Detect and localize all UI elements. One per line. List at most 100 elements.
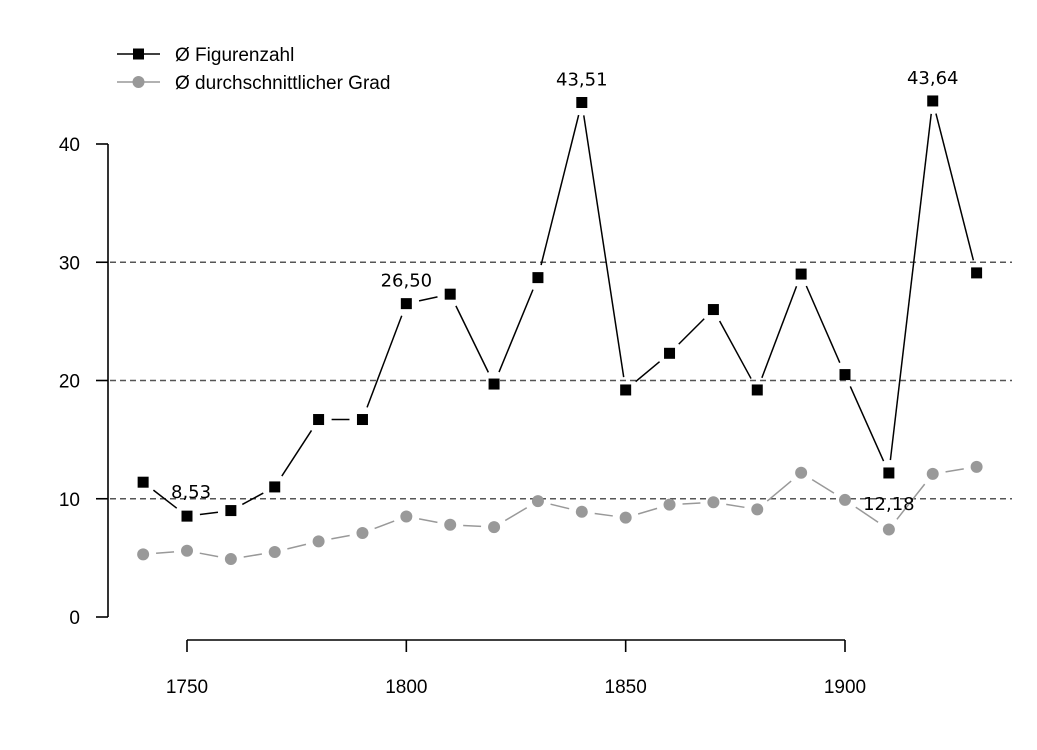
legend: Ø Figurenzahl Ø durchschnittlicher Grad [117, 45, 390, 94]
series-1-point [531, 495, 544, 508]
y-tick-label: 0 [69, 608, 80, 629]
series-1-point [224, 553, 237, 566]
x-tick-label: 1750 [166, 677, 208, 698]
series-1-point [312, 535, 325, 548]
series-0-point [356, 414, 368, 426]
series-1-segment [463, 524, 482, 528]
x-tick-label: 1800 [385, 677, 427, 698]
series-0-segment [718, 320, 752, 379]
data-labels: 8,53 26,50 43,51 12,18 43,64 [171, 68, 958, 515]
series-0-point [225, 505, 237, 517]
series-0-point [532, 272, 544, 284]
series-0-point [137, 476, 149, 488]
series-1-segment [811, 478, 835, 494]
series-0-segment [152, 489, 178, 509]
series-1-segment [374, 520, 395, 530]
legend-marker-1 [132, 76, 145, 88]
series-1-segment [243, 553, 263, 558]
series-0-segment [241, 492, 264, 506]
series-0-point [751, 384, 763, 396]
series-0-segment [418, 296, 438, 302]
series-1-point [839, 493, 851, 506]
series-0-point [181, 510, 193, 522]
series-layer [137, 95, 983, 566]
series-0-point [488, 378, 500, 390]
series-1-segment [418, 518, 438, 524]
series-1-point [751, 503, 764, 516]
series-0-point [620, 384, 632, 396]
gridlines [110, 261, 1012, 500]
series-1-point [663, 498, 676, 511]
series-0-segment [366, 315, 403, 408]
series-1-point [619, 511, 632, 524]
series-0-segment [849, 386, 885, 462]
series-1-segment [287, 543, 307, 550]
x-tick-label: 1850 [605, 677, 647, 698]
series-1-point [970, 460, 983, 473]
series-0-point [269, 481, 281, 493]
series-0-segment [455, 305, 490, 373]
data-label: 43,51 [556, 69, 608, 90]
series-0-point [707, 304, 719, 316]
data-label: 12,18 [863, 494, 915, 515]
series-1-segment [766, 480, 792, 502]
series-0-point [971, 267, 983, 279]
axes: 0 10 20 30 40 1750 1800 1850 1900 [59, 135, 866, 698]
series-1-point [268, 545, 281, 558]
series-1-point [707, 496, 720, 509]
series-0-point [400, 298, 412, 310]
y-tick-label: 30 [59, 253, 80, 274]
y-tick-label: 10 [59, 490, 80, 511]
series-1-segment [637, 507, 658, 515]
series-1-segment [504, 507, 528, 522]
series-0-segment [635, 361, 661, 383]
series-0-point [313, 414, 325, 426]
series-1-point [400, 510, 413, 523]
y-tick-label: 20 [59, 372, 80, 393]
series-1-segment [855, 506, 879, 523]
legend-label-1: Ø durchschnittlicher Grad [175, 73, 390, 94]
series-1-segment [726, 503, 745, 509]
series-1-point [488, 521, 501, 534]
series-0-segment [281, 430, 313, 477]
series-0-point [839, 369, 851, 381]
series-1-point [137, 548, 150, 561]
series-0-point [883, 467, 895, 479]
series-0-segment [761, 285, 798, 379]
series-1-point [882, 523, 895, 536]
y-tick-label: 40 [59, 135, 80, 156]
series-1-point [575, 505, 588, 518]
series-0-segment [889, 113, 932, 461]
series-0-point [444, 288, 456, 300]
data-label: 8,53 [171, 482, 211, 503]
series-1-segment [896, 483, 926, 520]
series-0-segment [678, 318, 705, 345]
data-label: 26,50 [381, 271, 433, 292]
data-label: 43,64 [907, 68, 959, 89]
x-tick-label: 1900 [824, 677, 866, 698]
series-0-point [927, 95, 939, 107]
series-0-segment [199, 511, 219, 516]
series-1-segment [594, 512, 613, 517]
series-1-segment [945, 468, 964, 473]
series-0-point [795, 268, 807, 280]
series-0-segment [805, 285, 841, 363]
legend-marker-0 [133, 48, 144, 60]
series-0-segment [540, 114, 580, 266]
series-1-point [444, 518, 457, 531]
series-0-point [576, 96, 588, 108]
series-1-point [181, 544, 193, 557]
series-1-segment [331, 534, 350, 540]
series-0-segment [498, 289, 534, 373]
series-0-point [664, 347, 676, 359]
series-1-segment [682, 502, 701, 505]
series-1-point [356, 527, 369, 540]
series-1-point [926, 467, 939, 480]
series-0-segment [935, 113, 975, 261]
legend-label-0: Ø Figurenzahl [175, 45, 294, 66]
series-1-segment [550, 503, 570, 510]
series-1-point [795, 466, 808, 479]
series-1-segment [156, 551, 175, 555]
series-0-segment [583, 115, 625, 378]
